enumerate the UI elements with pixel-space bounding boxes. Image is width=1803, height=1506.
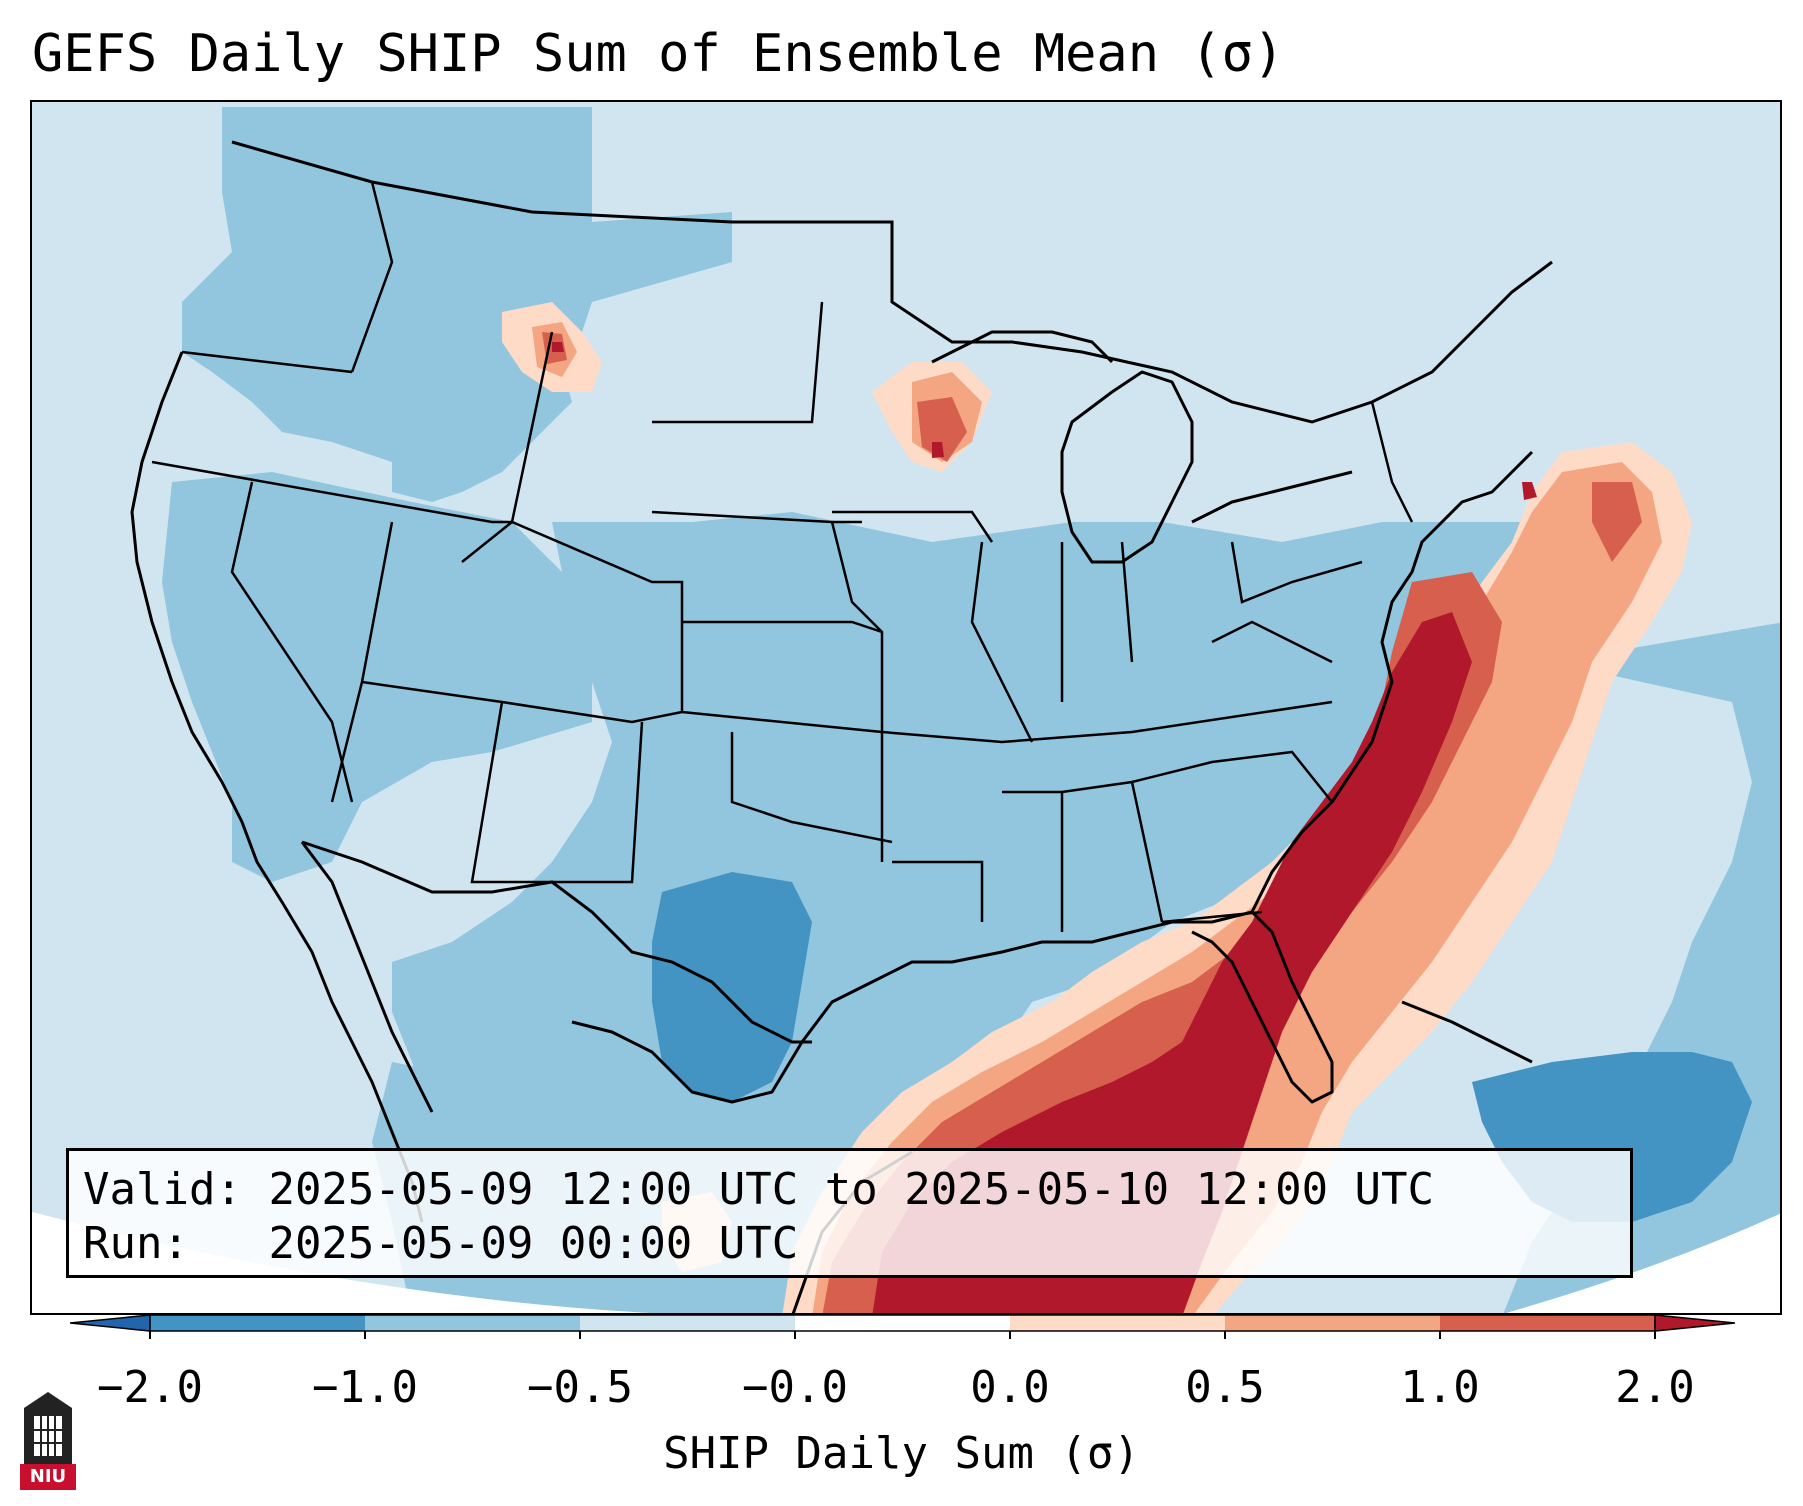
chart-title: GEFS Daily SHIP Sum of Ensemble Mean (σ) [32,24,1285,84]
colorbar-segment [795,1315,1011,1331]
field-dark-red [552,342,1537,1313]
state-line-wv-va [1211,620,1333,664]
us-canada-border [231,140,1553,424]
run-label: Run: [83,1218,189,1269]
colorbar-tick-label: 2.0 [1615,1362,1695,1413]
country-borders [231,140,1553,1044]
baja-coast [300,841,434,1113]
map-panel [30,100,1782,1315]
colorbar-segments [149,1315,1656,1332]
colorbar-tick-label: −0.0 [742,1362,848,1413]
colorbar-tick-label: −0.5 [527,1362,633,1413]
map-svg [32,102,1780,1313]
state-line-in-oh [1120,541,1134,663]
state-line-id-west [350,181,394,373]
colorbar-segment [1010,1315,1226,1331]
colorbar-segment [150,1315,366,1331]
state-line-wy-co [461,520,684,712]
colorbar-segment [580,1315,796,1331]
state-line-mn-ia-wi [832,510,994,543]
valid-value: 2025-05-09 12:00 UTC to 2025-05-10 12:00… [268,1164,1435,1215]
lake-michigan-shore [1060,370,1194,564]
state-line-fl-ga [1161,910,1263,924]
colorbar-tick-label: 0.5 [1185,1362,1265,1413]
atlantic-coast [1250,450,1534,913]
valid-label: Valid: [83,1164,242,1215]
pacific-coast [130,351,424,1223]
state-line-or-nv-id [151,331,554,524]
colorbar-segment [1225,1315,1441,1331]
colorbar-tick-label: −1.0 [312,1362,418,1413]
castle-icon [24,1392,72,1464]
domain-edge-left [32,1212,651,1313]
colorbar-tick-label: 1.0 [1400,1362,1480,1413]
state-line-al-ga [1130,781,1164,923]
state-line-pa [1230,541,1363,604]
niu-logo: NIU [20,1390,76,1490]
cuba-coast [1401,1000,1533,1064]
gulf-coast [571,910,1334,1104]
state-line-ia-mo-ar [830,521,884,862]
state-line-ar-la [892,860,984,922]
colorbar [70,1315,1735,1339]
state-line-ok-tx [730,732,893,844]
colorbar-extend-low [70,1315,151,1332]
lake-erie-ontario-shore [1191,470,1353,524]
colorbar-segment [1440,1315,1656,1331]
logo-text: NIU [20,1464,76,1490]
info-box: Valid: 2025-05-09 12:00 UTC to 2025-05-1… [66,1148,1633,1278]
state-line-il [970,541,1034,743]
colorbar-ticks [149,1331,1656,1339]
colorbar-label: SHIP Daily Sum (σ) [663,1428,1140,1479]
state-line-ny-vt [1370,401,1414,523]
domain-edge-right [1506,1213,1780,1313]
state-line-az-nm [470,701,644,884]
us-mexico-border [301,840,812,1044]
state-borders [151,181,1414,932]
colorbar-segment [365,1315,581,1331]
state-line-ne-ks [682,620,883,634]
state-line-nc-sc [1211,750,1333,803]
colorbar-tick-label: −2.0 [97,1362,203,1413]
colorbar-extend-high [1654,1315,1735,1332]
state-line-ks-ok-tn [681,700,1333,744]
state-line-az-ut-co [361,680,683,724]
state-line-ms-al-ga-north [1002,760,1213,794]
run-value: 2025-05-09 00:00 UTC [268,1218,799,1269]
state-line-dakotas [652,301,824,424]
state-line-wa-or [181,350,353,374]
colorbar-tick-label: 0.0 [970,1362,1050,1413]
